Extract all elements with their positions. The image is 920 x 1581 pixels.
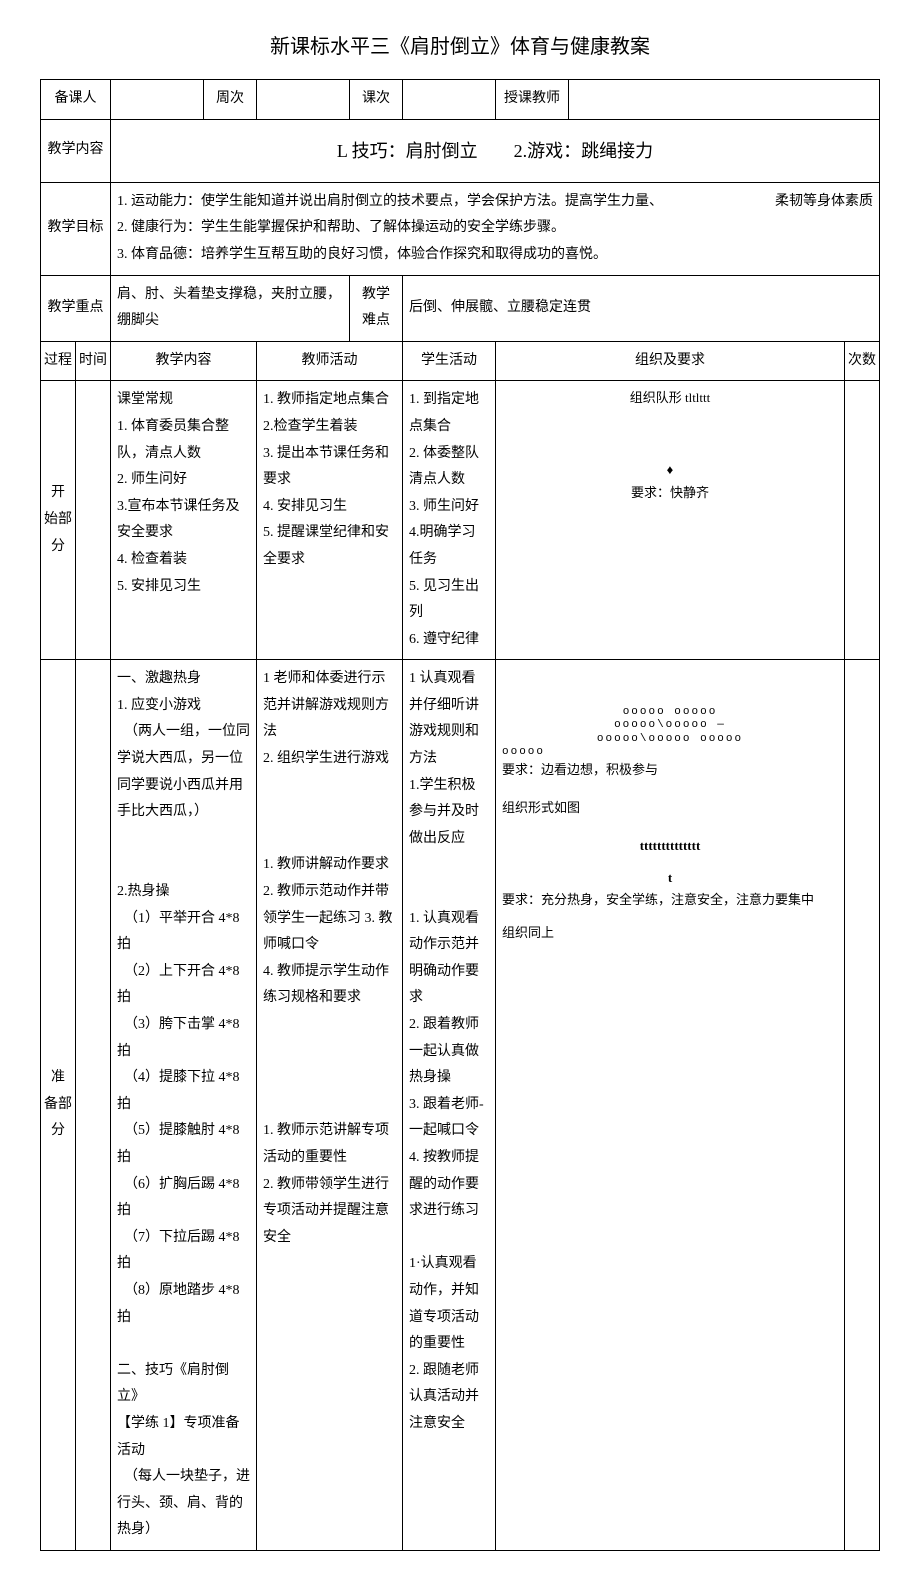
col-content: 教学内容 [111,341,257,381]
prep-org-same: 组织同上 [502,922,838,944]
goals-text: 1. 运动能力：使学生能知道并说出肩肘倒立的技术要点，学会保护方法。提高学生力量… [111,182,880,275]
goal-line3: 3. 体育品德：培养学生互帮互助的良好习惯，体验合作探究和取得成功的喜悦。 [117,242,873,269]
prep-dots3: ooooo\ooooo ooooo [502,733,838,746]
prep-content: 一、激趣热身 1. 应变小游戏 （两人一组，一位同学说大西瓜，另一位同学要说小西… [111,660,257,1551]
start-teacher: 1. 教师指定地点集合 2.检查学生着装 3. 提出本节课任务和要求 4. 安排… [257,381,403,660]
keypoint-row: 教学重点 肩、肘、头着垫支撑稳，夹肘立腰，绷脚尖 教学难点 后倒、伸展髋、立腰稳… [41,275,880,341]
goal-line2: 2. 健康行为：学生生能掌握保护和帮助、了解体操运动的安全学练步骤。 [117,215,873,242]
prep-teacher: 1 老师和体委进行示范并讲解游戏规则方法 2. 组织学生进行游戏 1. 教师讲解… [257,660,403,1551]
prep-dots4: ooooo [502,746,838,759]
start-org-req: 要求：快静齐 [502,482,838,504]
prep-time [76,660,111,1551]
prep-row: 准 备部分 一、激趣热身 1. 应变小游戏 （两人一组，一位同学说大西瓜，另一位… [41,660,880,1551]
col-time: 时间 [76,341,111,381]
content-label: 教学内容 [41,119,111,182]
week-value [257,80,350,120]
start-time [76,381,111,660]
start-org: 组织队形 tltlttt ♦ 要求：快静齐 [496,381,845,660]
start-student: 1. 到指定地点集合 2. 体委整队清点人数 3. 师生问好 4.明确学习任务 … [403,381,496,660]
goal-line1-tail: 柔韧等身体素质 [775,194,873,209]
col-teacher: 教师活动 [257,341,403,381]
page-title: 新课标水平三《肩肘倒立》体育与健康教案 [40,30,880,59]
prep-dots1: ooooo ooooo [502,706,838,719]
content-row: 教学内容 L 技巧：肩肘倒立 2.游戏：跳绳接力 [41,119,880,182]
goal-line1: 1. 运动能力：使学生能知道并说出肩肘倒立的技术要点，学会保护方法。提高学生力量… [117,194,663,209]
difficult-label: 教学难点 [350,275,403,341]
prep-org-t1: tttttttttttttt [502,835,838,857]
week-label: 周次 [204,80,257,120]
prep-org-form: 组织形式如图 [502,797,838,819]
col-count: 次数 [845,341,880,381]
teacher-label: 授课教师 [496,80,569,120]
start-label: 开 始部分 [41,381,76,660]
prep-label: 准 备部分 [41,660,76,1551]
start-count [845,381,880,660]
prep-org-t2: t [502,867,838,889]
start-org-title: 组织队形 tltlttt [502,387,838,409]
prep-student: 1 认真观看并仔细听讲游戏规则和方法 1.学生积极参与并及时做出反应 1. 认真… [403,660,496,1551]
goals-row: 教学目标 1. 运动能力：使学生能知道并说出肩肘倒立的技术要点，学会保护方法。提… [41,182,880,275]
col-student: 学生活动 [403,341,496,381]
goals-label: 教学目标 [41,182,111,275]
prep-org: ooooo ooooo ooooo\ooooo — ooooo\ooooo oo… [496,660,845,1551]
prep-label: 备课人 [41,80,111,120]
prep-value [111,80,204,120]
start-org-mark: ♦ [502,459,838,481]
column-header-row: 过程 时间 教学内容 教师活动 学生活动 组织及要求 次数 [41,341,880,381]
keypoint-text: 肩、肘、头着垫支撑稳，夹肘立腰，绷脚尖 [111,275,350,341]
start-row: 开 始部分 课堂常规 1. 体育委员集合整队，清点人数 2. 师生问好 3.宣布… [41,381,880,660]
prep-dots2: ooooo\ooooo — [502,719,838,732]
start-content: 课堂常规 1. 体育委员集合整队，清点人数 2. 师生问好 3.宣布本节课任务及… [111,381,257,660]
keypoint-label: 教学重点 [41,275,111,341]
col-org: 组织及要求 [496,341,845,381]
lesson-plan-table: 备课人 周次 课次 授课教师 教学内容 L 技巧：肩肘倒立 2.游戏：跳绳接力 … [40,79,880,1551]
difficult-text: 后倒、伸展髋、立腰稳定连贯 [403,275,880,341]
prep-org-req1: 要求：边看边想，积极参与 [502,759,838,781]
prep-org-req2: 要求：充分热身，安全学练，注意安全，注意力要集中 [502,889,838,911]
lesson-label: 课次 [350,80,403,120]
teacher-value [569,80,880,120]
header-row: 备课人 周次 课次 授课教师 [41,80,880,120]
col-process: 过程 [41,341,76,381]
content-text: L 技巧：肩肘倒立 2.游戏：跳绳接力 [111,119,880,182]
prep-count [845,660,880,1551]
lesson-value [403,80,496,120]
